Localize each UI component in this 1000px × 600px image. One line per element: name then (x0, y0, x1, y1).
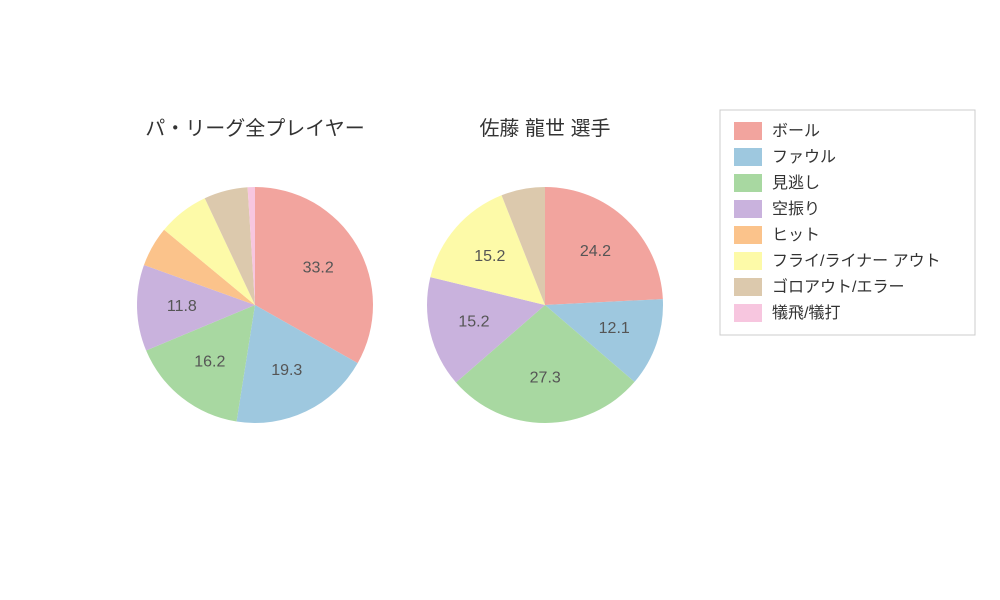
pie-slice-label: 12.1 (599, 320, 630, 337)
pie-slice-label: 16.2 (194, 354, 225, 371)
legend-swatch (734, 252, 762, 270)
legend-swatch (734, 200, 762, 218)
pie-title: パ・リーグ全プレイヤー (145, 117, 364, 140)
pie-title: 佐藤 龍世 選手 (479, 117, 610, 140)
legend-label: ゴロアウト/エラー (772, 277, 904, 296)
legend-label: 見逃し (772, 174, 820, 192)
pie-slice-label: 15.2 (458, 314, 489, 331)
chart-stage: パ・リーグ全プレイヤー 33.2 19.3 16.2 11.8 佐藤 龍世 選手 24.2 1… (0, 0, 1000, 600)
legend-swatch (734, 122, 762, 140)
pie-slice-label: 19.3 (271, 362, 302, 379)
legend-swatch (734, 174, 762, 192)
legend-label: ヒット (772, 227, 820, 244)
legend-label: 空振り (772, 200, 820, 218)
pie-slice-label: 11.8 (167, 298, 197, 315)
pie-slice-label: 27.3 (530, 369, 561, 386)
legend-label: フライ/ライナー アウト (772, 252, 941, 270)
legend-label: ボール (772, 122, 820, 140)
legend-swatch (734, 226, 762, 244)
legend-swatch (734, 278, 762, 296)
legend-swatch (734, 148, 762, 166)
legend-label: 犠飛/犠打 (772, 304, 840, 322)
legend-label: ファウル (772, 148, 836, 166)
pie-slice-label: 33.2 (303, 259, 334, 276)
pie-slice-label: 24.2 (580, 243, 611, 260)
legend-swatch (734, 304, 762, 322)
pie-chart-svg: パ・リーグ全プレイヤー 33.2 19.3 16.2 11.8 佐藤 龍世 選手 24.2 1… (0, 0, 1000, 600)
pie-slice-label: 15.2 (474, 248, 505, 265)
